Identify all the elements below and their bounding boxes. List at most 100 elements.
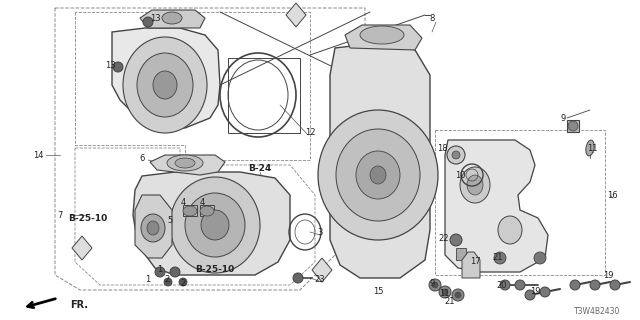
Text: 19: 19 (603, 270, 613, 279)
Polygon shape (72, 236, 92, 260)
Bar (228, 58, 300, 133)
Ellipse shape (610, 280, 620, 290)
Text: 23: 23 (315, 276, 325, 284)
Text: 20: 20 (497, 281, 508, 290)
Text: 1: 1 (157, 265, 163, 274)
Text: 21: 21 (445, 298, 455, 307)
Ellipse shape (179, 278, 187, 286)
Ellipse shape (153, 71, 177, 99)
Ellipse shape (525, 290, 535, 300)
Ellipse shape (183, 206, 197, 216)
Ellipse shape (447, 146, 465, 164)
Ellipse shape (494, 252, 506, 264)
Text: 3: 3 (317, 228, 323, 236)
Ellipse shape (113, 62, 123, 72)
Bar (435, 130, 605, 275)
Ellipse shape (162, 12, 182, 24)
Text: 2: 2 (180, 278, 186, 287)
Ellipse shape (460, 167, 490, 203)
Ellipse shape (452, 151, 460, 159)
Ellipse shape (170, 177, 260, 273)
Ellipse shape (336, 129, 420, 221)
Text: 13: 13 (105, 60, 115, 69)
Ellipse shape (293, 273, 303, 283)
Polygon shape (135, 195, 172, 258)
Ellipse shape (200, 206, 214, 216)
Ellipse shape (164, 278, 172, 286)
Text: 22: 22 (439, 234, 449, 243)
Ellipse shape (586, 140, 594, 156)
Ellipse shape (568, 121, 578, 131)
Ellipse shape (143, 17, 153, 27)
Ellipse shape (534, 252, 546, 264)
Bar (183, 205, 197, 216)
Text: 19: 19 (530, 287, 540, 297)
Text: 15: 15 (372, 287, 383, 297)
Ellipse shape (167, 155, 203, 171)
Ellipse shape (450, 234, 462, 246)
Text: 11: 11 (439, 289, 449, 298)
Text: FR.: FR. (70, 300, 88, 310)
Polygon shape (462, 252, 480, 278)
Ellipse shape (137, 53, 193, 117)
Polygon shape (345, 25, 422, 50)
Text: 4: 4 (180, 197, 186, 206)
Ellipse shape (439, 286, 451, 298)
Text: 11: 11 (587, 143, 597, 153)
Text: 6: 6 (140, 154, 145, 163)
Text: B-25-10: B-25-10 (195, 265, 235, 274)
Ellipse shape (170, 267, 180, 277)
Text: 2: 2 (164, 276, 170, 284)
Text: T3W4B2430: T3W4B2430 (573, 308, 620, 316)
Ellipse shape (155, 267, 165, 277)
Bar (567, 120, 579, 132)
Text: 1: 1 (145, 276, 150, 284)
Text: 12: 12 (305, 127, 316, 137)
Text: 9: 9 (429, 279, 435, 289)
Bar (456, 248, 466, 260)
Polygon shape (133, 172, 290, 275)
Text: 21: 21 (493, 253, 503, 262)
Polygon shape (286, 3, 306, 27)
Ellipse shape (123, 37, 207, 133)
Ellipse shape (185, 193, 245, 257)
Bar (200, 205, 214, 216)
Text: 5: 5 (168, 215, 173, 225)
Text: 7: 7 (58, 211, 63, 220)
Ellipse shape (467, 175, 483, 195)
Ellipse shape (590, 280, 600, 290)
Ellipse shape (429, 279, 441, 291)
Text: 17: 17 (470, 258, 480, 267)
Ellipse shape (318, 110, 438, 240)
Text: B-25-10: B-25-10 (68, 213, 108, 222)
Text: 14: 14 (33, 150, 44, 159)
Polygon shape (112, 28, 220, 128)
Ellipse shape (147, 221, 159, 235)
Polygon shape (330, 42, 430, 278)
Polygon shape (312, 258, 332, 282)
Ellipse shape (201, 210, 229, 240)
Text: B-24: B-24 (248, 164, 271, 172)
Ellipse shape (370, 166, 386, 184)
Ellipse shape (360, 26, 404, 44)
Text: 8: 8 (429, 13, 435, 22)
Ellipse shape (540, 287, 550, 297)
Text: 9: 9 (561, 114, 566, 123)
Ellipse shape (570, 280, 580, 290)
Text: 10: 10 (455, 171, 465, 180)
Ellipse shape (498, 216, 522, 244)
Text: 13: 13 (150, 13, 160, 22)
Polygon shape (445, 140, 548, 272)
Ellipse shape (500, 280, 510, 290)
Text: 4: 4 (200, 197, 205, 206)
Ellipse shape (515, 280, 525, 290)
Ellipse shape (141, 214, 165, 242)
Ellipse shape (452, 289, 464, 301)
Ellipse shape (432, 282, 438, 288)
Ellipse shape (175, 158, 195, 168)
Text: 18: 18 (436, 143, 447, 153)
Ellipse shape (455, 292, 461, 298)
Text: 16: 16 (607, 190, 618, 199)
Polygon shape (150, 155, 225, 175)
Ellipse shape (442, 289, 448, 295)
